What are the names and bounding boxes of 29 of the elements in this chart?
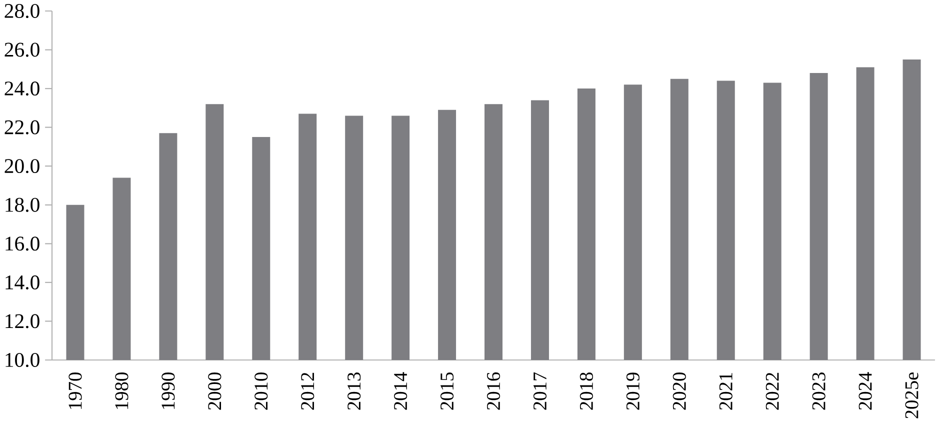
- y-tick-label: 22.0: [4, 120, 40, 134]
- x-tick-label: 1990: [162, 372, 175, 409]
- x-tick-label: 2010: [254, 372, 268, 410]
- x-tick-label: 2019: [626, 372, 640, 410]
- x-tick-label: 1970: [68, 372, 82, 409]
- x-tick-label: 2016: [486, 372, 500, 410]
- y-tick-label: 12.0: [6, 314, 40, 328]
- x-tick-label: 2020: [672, 372, 686, 410]
- y-tick-label: 28.0: [4, 4, 40, 18]
- x-tick-label: 2000: [208, 372, 222, 410]
- x-tick-label: 2012: [301, 372, 314, 410]
- x-tick-label: 2025e: [905, 372, 918, 418]
- x-tick-label: 2015: [440, 372, 454, 410]
- y-tick-label: 14.0: [6, 275, 40, 290]
- x-tick-label: 2022: [766, 372, 779, 410]
- y-tick-label: 26.0: [4, 42, 40, 57]
- x-tick-label: 1980: [115, 372, 128, 409]
- y-tick-label: 24.0: [4, 82, 40, 96]
- x-tick-label: 2018: [580, 372, 593, 410]
- x-tick-label: 2024: [858, 372, 872, 410]
- y-tick-label: 10.0: [6, 352, 40, 368]
- x-tick-label: 2017: [533, 372, 547, 410]
- x-tick-label: 2014: [394, 372, 408, 410]
- y-tick-label: 18.0: [6, 198, 40, 212]
- x-tick-label: 2013: [348, 372, 361, 410]
- y-tick-label: 20.0: [4, 159, 40, 174]
- y-tick-label: 16.0: [6, 236, 40, 251]
- x-tick-label: 2021: [719, 372, 732, 410]
- x-tick-label: 2023: [812, 372, 826, 410]
